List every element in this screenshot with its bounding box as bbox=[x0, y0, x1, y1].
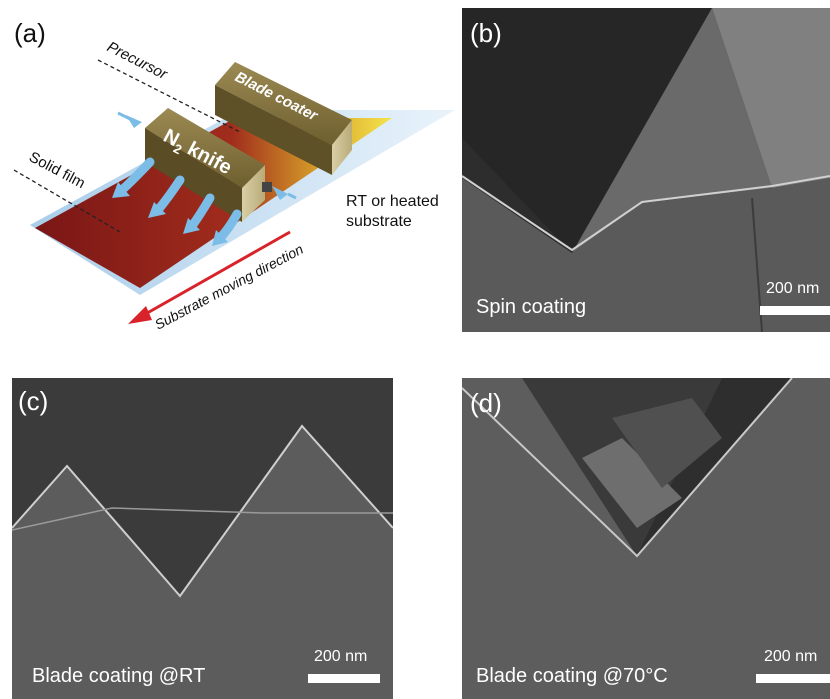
direction-arrow bbox=[128, 230, 291, 324]
n2-inlet-arrows bbox=[117, 111, 297, 200]
panel-c-sem: (c) Blade coating @RT 200 nm bbox=[12, 378, 393, 699]
panel-d-caption: Blade coating @70°C bbox=[476, 665, 668, 687]
panel-b-sem: (b) Spin coating 200 nm bbox=[462, 8, 830, 332]
panel-d-scale-label: 200 nm bbox=[764, 648, 818, 665]
substrate-label-line1: RT or heated bbox=[346, 193, 439, 210]
panel-d-label: (d) bbox=[470, 388, 502, 418]
substrate-label-line2: substrate bbox=[346, 213, 412, 230]
sem-image-d bbox=[462, 378, 830, 699]
panel-c-label: (c) bbox=[18, 386, 49, 416]
panel-b-label: (b) bbox=[470, 18, 502, 48]
blade-coater bbox=[215, 62, 352, 175]
panel-c-scale-bar bbox=[308, 674, 380, 683]
panel-b-scale-label: 200 nm bbox=[766, 280, 820, 297]
panel-d-scale-bar bbox=[756, 674, 830, 683]
solid-film-label: Solid film bbox=[26, 149, 88, 193]
panel-a-schematic: Precursor Blade coater N2 knife Solid fi… bbox=[0, 0, 462, 340]
sem-image-b bbox=[462, 8, 830, 332]
precursor-label: Precursor bbox=[104, 38, 171, 83]
panel-c-scale-label: 200 nm bbox=[314, 648, 368, 665]
panel-c-caption: Blade coating @RT bbox=[32, 665, 206, 687]
panel-b-scale-bar bbox=[760, 306, 830, 315]
airflow-arrowheads bbox=[112, 182, 228, 246]
precursor-leader bbox=[97, 59, 241, 133]
sem-image-c bbox=[12, 378, 393, 699]
blade-coating-schematic: Precursor Blade coater N2 knife Solid fi… bbox=[13, 38, 455, 333]
panel-a-label: (a) bbox=[14, 18, 46, 48]
panel-d-sem: (d) Blade coating @70°C 200 nm bbox=[462, 378, 830, 699]
panel-b-caption: Spin coating bbox=[476, 296, 587, 318]
n2-knife bbox=[145, 108, 272, 222]
